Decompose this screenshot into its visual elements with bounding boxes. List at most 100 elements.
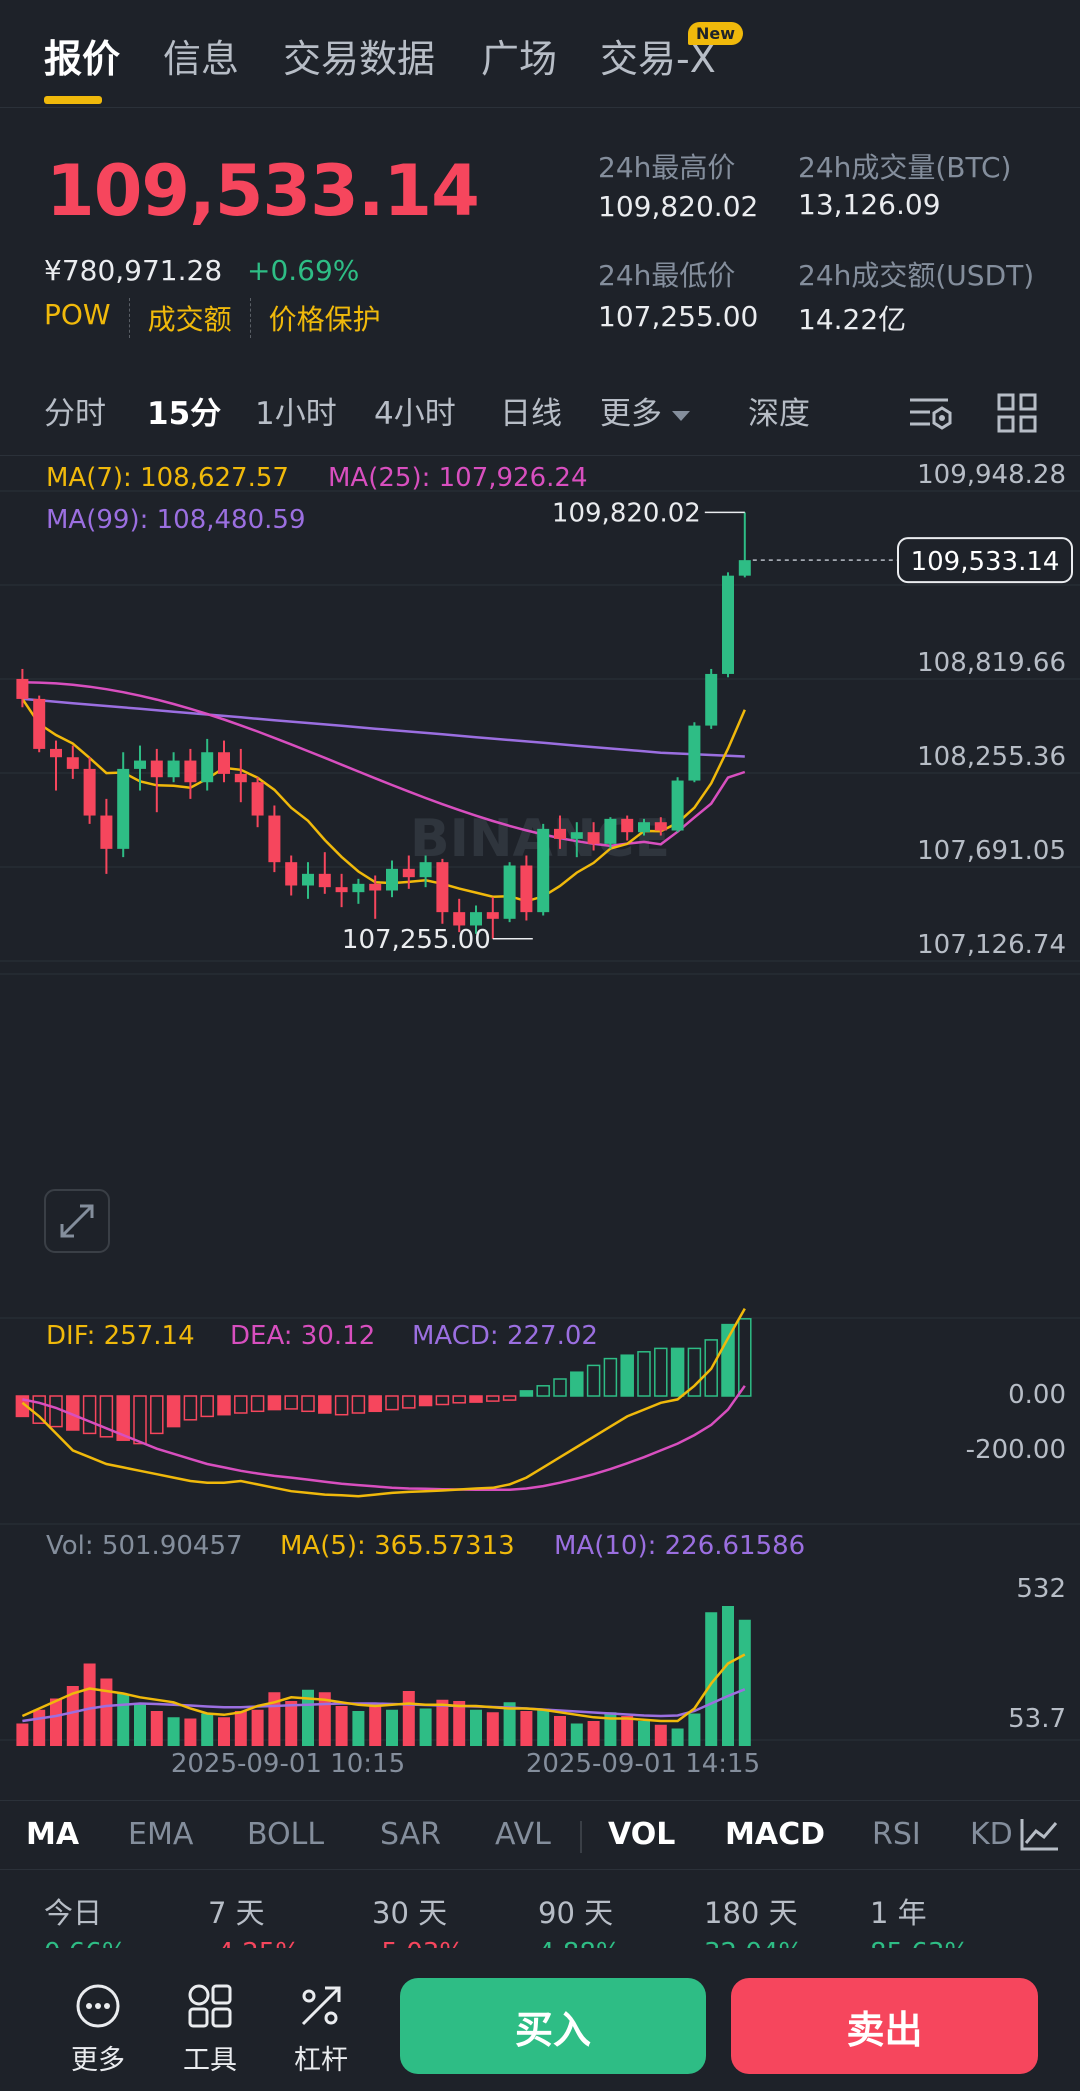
layout-grid-icon[interactable]: [996, 392, 1042, 434]
tab-trading-data[interactable]: 交易数据: [283, 37, 436, 81]
performance-row: 今日 0.66% 7 天 -4.25% 30 天 -5.03% 90 天 4.8…: [0, 1890, 1080, 1948]
perf-90d: 90 天 4.88%: [538, 1890, 621, 1948]
interval-4h[interactable]: 4小时: [374, 396, 456, 432]
tag-price-protection[interactable]: 价格保护: [268, 303, 381, 336]
candle-body: [638, 822, 650, 833]
volume-bar: [654, 1724, 667, 1746]
high-marker-label: 109,820.02: [552, 498, 701, 528]
volume-bar: [335, 1706, 348, 1746]
macd-axis-zero: 0.00: [1008, 1380, 1066, 1410]
chart-settings-icon[interactable]: [908, 392, 954, 434]
vol-ma10-legend: MA(10): 226.61586: [554, 1531, 805, 1561]
macd-bar: [553, 1378, 567, 1397]
interval-15m[interactable]: 15分: [147, 396, 222, 432]
leverage-button[interactable]: 杠杆: [281, 1982, 361, 2077]
indicator-boll[interactable]: BOLL: [247, 1817, 325, 1852]
volume-bar: [604, 1712, 617, 1746]
macd-bar: [570, 1371, 584, 1397]
perf-180d: 180 天 32.04%: [704, 1890, 803, 1948]
candle-body: [251, 782, 264, 816]
macd-bar: [452, 1395, 466, 1404]
indicator-rsi[interactable]: RSI: [872, 1817, 921, 1852]
volume-bar: [738, 1619, 751, 1746]
macd-bar: [435, 1395, 450, 1406]
interval-more[interactable]: 更多: [600, 388, 690, 433]
indicator-ema[interactable]: EMA: [128, 1817, 194, 1852]
candle-body: [738, 560, 751, 576]
time-label-2: 2025-09-01 14:15: [526, 1749, 760, 1779]
tag-turnover[interactable]: 成交额: [148, 298, 251, 338]
macd-bar: [486, 1395, 500, 1402]
candle-body: [83, 768, 96, 816]
ma25-legend: MA(25): 107,926.24: [328, 463, 587, 493]
volume-bar: [621, 1716, 634, 1746]
volume-bar: [386, 1709, 398, 1746]
more-icon: [76, 1984, 120, 2028]
tag-pow[interactable]: POW: [44, 298, 130, 338]
indicator-vol[interactable]: VOL: [608, 1817, 676, 1852]
low-label: 24h最低价: [598, 259, 736, 292]
macd-bar: [586, 1364, 601, 1397]
vol-legend: Vol: 501.90457: [46, 1531, 243, 1561]
perf-value: -4.25%: [208, 1938, 300, 1948]
buy-button[interactable]: 买入: [400, 1978, 706, 2074]
perf-value: -5.03%: [372, 1938, 464, 1948]
tab-square[interactable]: 广场: [481, 37, 558, 81]
sell-button[interactable]: 卖出: [731, 1978, 1038, 2074]
macd-axis-neg200: -200.00: [966, 1435, 1066, 1465]
candle-body: [201, 752, 214, 783]
time-label-1: 2025-09-01 10:15: [171, 1749, 405, 1779]
candle-body: [386, 868, 398, 891]
macd-legend: MACD: 227.02: [412, 1321, 598, 1351]
volume-bar: [66, 1686, 79, 1746]
volume-bar: [352, 1711, 365, 1746]
tools-button[interactable]: 工具: [170, 1982, 250, 2077]
macd-bar: [670, 1347, 685, 1397]
volume-bar: [134, 1703, 146, 1746]
volume-bar: [503, 1702, 516, 1746]
dea-line: [22, 1385, 746, 1492]
candle-body: [285, 862, 298, 886]
indicator-ma[interactable]: MA: [26, 1817, 80, 1852]
volume-bar: [722, 1606, 734, 1746]
more-button[interactable]: 更多: [58, 1982, 138, 2077]
candle-body: [167, 760, 180, 778]
perf-label: 180 天: [704, 1896, 798, 1930]
last-price: 109,533.14: [46, 150, 480, 232]
depth-tab[interactable]: 深度: [748, 396, 810, 432]
macd-bar: [217, 1395, 231, 1416]
macd-bar: [402, 1395, 416, 1409]
volume-bar: [167, 1717, 180, 1746]
volume-bar: [369, 1703, 382, 1746]
perf-value: 32.04%: [704, 1938, 803, 1948]
candle-body: [503, 865, 516, 919]
macd-bar: [250, 1395, 265, 1413]
indicator-avl[interactable]: AVL: [495, 1817, 551, 1852]
indicator-sar[interactable]: SAR: [380, 1817, 441, 1852]
tab-quote[interactable]: 报价: [44, 37, 121, 81]
candle-body: [134, 760, 146, 769]
perf-value: 4.88%: [538, 1938, 621, 1948]
interval-time-share[interactable]: 分时: [44, 396, 106, 432]
indicator-kd[interactable]: KD: [970, 1817, 1013, 1852]
candle-body: [722, 575, 734, 674]
candle-body: [688, 725, 701, 781]
interval-daily[interactable]: 日线: [500, 396, 562, 432]
indicator-macd[interactable]: MACD: [725, 1817, 825, 1852]
expand-icon[interactable]: [44, 1189, 110, 1253]
ma7-legend: MA(7): 108,627.57: [46, 463, 289, 493]
volume-bar: [234, 1711, 247, 1746]
price-axis-tick: 108,819.66: [917, 648, 1066, 678]
kline-chart[interactable]: 109,948.28109,383.97108,819.66108,255.36…: [0, 455, 1080, 1785]
interval-1h[interactable]: 1小时: [255, 396, 337, 432]
candle-body: [16, 678, 29, 699]
indicator-settings-icon[interactable]: [1018, 1815, 1062, 1855]
tools-icon: [188, 1984, 232, 2028]
price-change-percent: +0.69%: [247, 254, 360, 287]
tab-info[interactable]: 信息: [163, 37, 240, 81]
perf-label: 7 天: [208, 1896, 265, 1930]
volume-bar: [251, 1709, 264, 1746]
macd-bar: [519, 1390, 534, 1397]
vol-ma10-line: [22, 1688, 746, 1723]
macd-bar: [183, 1395, 198, 1421]
